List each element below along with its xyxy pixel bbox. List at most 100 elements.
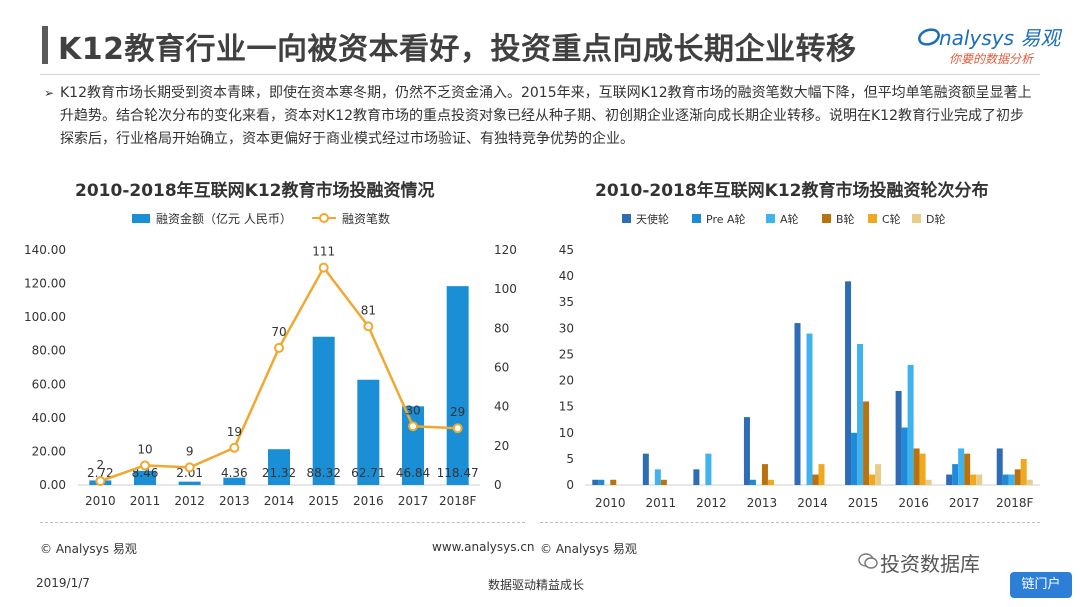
- legend-amount-label: 融资金额（亿元 人民币）: [156, 211, 292, 226]
- round-bar: [660, 479, 667, 485]
- x-tick-label: 2013: [219, 494, 250, 508]
- count-point-label: 111: [312, 245, 335, 259]
- round-bar: [794, 323, 801, 485]
- count-point: [229, 442, 240, 453]
- amount-bar-value-label: 118.47: [437, 466, 479, 480]
- count-point-label: 19: [227, 425, 242, 439]
- round-bar: [958, 448, 965, 485]
- legend-label: Pre A轮: [706, 212, 746, 226]
- x-tick-label: 2012: [696, 496, 727, 510]
- x-tick-label: 2010: [595, 496, 626, 510]
- round-bar: [818, 464, 825, 485]
- count-point-label: 2: [97, 458, 105, 472]
- round-bar: [642, 453, 649, 485]
- count-point-label: 81: [361, 303, 376, 317]
- round-bar: [925, 479, 932, 485]
- round-bar: [970, 474, 977, 485]
- page-title: K12教育行业一向被资本看好，投资重点向成长期企业转移: [58, 32, 857, 67]
- amount-bar: [268, 449, 290, 485]
- x-tick-label: 2016: [353, 494, 384, 508]
- x-tick-label: 2016: [898, 496, 929, 510]
- analysys-logo: nalysys 易观 你要的数据分析: [917, 22, 1067, 72]
- x-tick-label: 2013: [747, 496, 778, 510]
- right-y-tick-label: 0: [494, 478, 502, 492]
- round-bar: [964, 453, 971, 485]
- amount-bar: [134, 470, 156, 485]
- count-point: [363, 321, 374, 332]
- round-bar: [976, 474, 983, 485]
- count-point: [452, 423, 463, 434]
- legend-label: B轮: [836, 212, 855, 226]
- report-date: 2019/1/7: [36, 576, 90, 590]
- round-bar: [913, 448, 920, 485]
- x-tick-label: 2018F: [996, 496, 1034, 510]
- x-tick-label: 2011: [646, 496, 677, 510]
- amount-bar: [178, 481, 201, 485]
- round-bar: [851, 432, 858, 485]
- round-bar: [749, 479, 756, 485]
- legend-swatch: [766, 214, 775, 223]
- count-point: [318, 262, 329, 273]
- round-bar: [946, 474, 953, 485]
- left-y-tick-label: 80.00: [32, 344, 66, 358]
- x-tick-label: 2014: [797, 496, 828, 510]
- legend-swatch: [622, 214, 631, 223]
- round-bar: [743, 417, 750, 485]
- right-footer-divider: [540, 522, 1040, 523]
- amount-bar: [223, 477, 246, 485]
- amount-bar-value-label: 46.84: [396, 466, 430, 480]
- y-tick-label: 30: [559, 321, 574, 335]
- x-tick-label: 2012: [174, 494, 205, 508]
- count-point: [408, 421, 418, 432]
- left-source-label: © Analysys 易观: [40, 542, 137, 556]
- round-bar: [1002, 474, 1009, 485]
- round-bar: [761, 464, 768, 485]
- amount-bar-value-label: 4.36: [221, 466, 248, 480]
- x-tick-label: 2014: [264, 494, 295, 508]
- round-bar: [610, 479, 617, 485]
- y-tick-label: 20: [559, 374, 574, 388]
- count-point-label: 30: [405, 403, 420, 417]
- left-y-tick-label: 120.00: [24, 277, 66, 291]
- funding-amount-chart: 融资金额（亿元 人民币） 融资笔数140.00120.00100.0080.006…: [24, 211, 517, 508]
- right-y-tick-label: 120: [494, 243, 517, 257]
- right-y-tick-label: 60: [494, 361, 509, 375]
- count-point: [184, 462, 195, 473]
- portal-badge: 链门户: [1010, 572, 1072, 598]
- wechat-account-name: 投资数据库: [880, 552, 980, 576]
- count-point: [140, 460, 150, 471]
- amount-bar-value-label: 2.01: [176, 466, 203, 480]
- round-bar: [895, 391, 902, 485]
- amount-bar: [312, 336, 335, 485]
- right-y-tick-label: 80: [494, 321, 509, 335]
- y-tick-label: 45: [559, 243, 574, 257]
- round-bar: [693, 469, 700, 485]
- round-bar: [592, 479, 599, 485]
- count-point-label: 9: [186, 444, 194, 458]
- round-bar: [875, 464, 882, 485]
- round-bar: [996, 448, 1003, 485]
- count-point: [274, 342, 284, 353]
- legend-label: 天使轮: [636, 212, 669, 226]
- round-bar: [901, 427, 908, 485]
- legend-amount-swatch: [132, 214, 150, 223]
- round-bar: [1008, 474, 1015, 485]
- round-bar: [907, 364, 914, 485]
- legend-swatch: [692, 214, 701, 223]
- x-tick-label: 2010: [85, 494, 116, 508]
- right-source-label: © Analysys 易观: [540, 542, 637, 556]
- legend-label: C轮: [882, 212, 901, 226]
- x-tick-label: 2011: [130, 494, 161, 508]
- title-accent-bar: [42, 26, 48, 64]
- round-bar: [919, 453, 926, 485]
- legend-count-marker: [319, 213, 329, 223]
- left-y-tick-label: 60.00: [32, 377, 66, 391]
- amount-bar: [357, 379, 380, 485]
- right-chart-title: 2010-2018年互联网K12教育市场投融资轮次分布: [595, 181, 989, 201]
- left-chart-title: 2010-2018年互联网K12教育市场投融资情况: [75, 181, 435, 201]
- amount-bar-value-label: 62.71: [351, 466, 385, 480]
- intro-paragraph: K12教育市场长期受到资本青睐，即使在资本寒冬期，仍然不乏资金涌入。2015年来…: [60, 85, 1032, 147]
- legend-count-label: 融资笔数: [342, 211, 390, 226]
- y-tick-label: 15: [559, 400, 574, 414]
- count-point-label: 29: [450, 405, 465, 419]
